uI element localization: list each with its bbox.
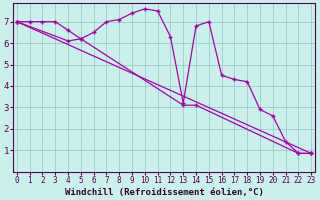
X-axis label: Windchill (Refroidissement éolien,°C): Windchill (Refroidissement éolien,°C) xyxy=(65,188,263,197)
